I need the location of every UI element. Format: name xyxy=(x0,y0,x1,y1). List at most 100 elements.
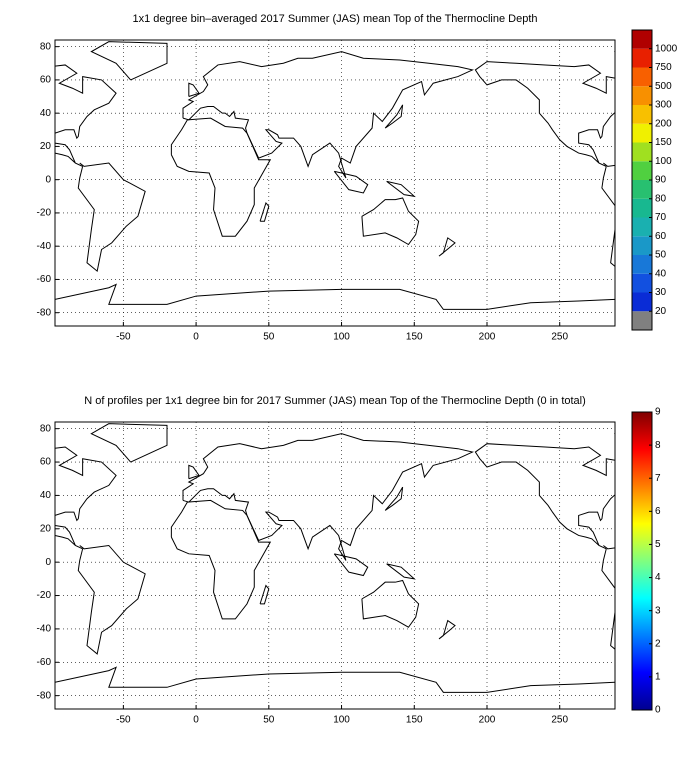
colorbar-label: 20 xyxy=(655,306,667,317)
coastline xyxy=(55,283,615,310)
y-tick-label: 20 xyxy=(40,523,52,534)
x-tick-label: 200 xyxy=(479,332,496,343)
coastline xyxy=(259,201,270,222)
coastline xyxy=(55,64,117,167)
colorbar-label: 70 xyxy=(655,212,667,223)
x-tick-label: 150 xyxy=(406,332,423,343)
coastline xyxy=(474,443,615,550)
y-tick-label: 60 xyxy=(40,75,52,86)
colorbar-label: 80 xyxy=(655,193,667,204)
plot-area xyxy=(54,39,616,327)
x-tick-label: 0 xyxy=(193,332,199,343)
x-tick-label: -50 xyxy=(116,332,131,343)
colorbar-block xyxy=(632,217,652,237)
colorbar-block xyxy=(632,142,652,162)
coastline xyxy=(182,433,474,561)
coastline xyxy=(170,499,272,620)
x-tick-label: 250 xyxy=(551,715,568,726)
coastline xyxy=(90,423,168,463)
colorbar-label: 7 xyxy=(655,473,661,484)
x-tick-label: 0 xyxy=(193,715,199,726)
colorbar-block xyxy=(632,273,652,293)
coastline xyxy=(77,544,146,655)
colorbar-label: 1000 xyxy=(655,43,678,54)
y-tick-label: -20 xyxy=(37,208,52,219)
x-tick-label: 50 xyxy=(263,715,275,726)
colorbar-block xyxy=(632,292,652,312)
coastline xyxy=(361,197,420,246)
y-tick-label: 0 xyxy=(45,557,51,568)
map-panel: N of profiles per 1x1 degree bin for 201… xyxy=(37,395,661,726)
coastline xyxy=(438,237,456,257)
colorbar-label: 4 xyxy=(655,572,661,583)
colorbar-label: 8 xyxy=(655,440,661,451)
colorbar-block xyxy=(632,67,652,87)
colorbar-label: 200 xyxy=(655,118,672,129)
colorbar-gradient xyxy=(632,412,652,710)
colorbar-label: 100 xyxy=(655,156,672,167)
x-tick-label: 100 xyxy=(333,715,350,726)
x-tick-label: 250 xyxy=(551,332,568,343)
map-title: N of profiles per 1x1 degree bin for 201… xyxy=(84,395,586,407)
colorbar-label: 1 xyxy=(655,672,661,683)
y-tick-label: 40 xyxy=(40,108,52,119)
y-tick-label: -60 xyxy=(37,274,52,285)
y-tick-label: 80 xyxy=(40,41,52,52)
coastline xyxy=(55,666,615,693)
colorbar-block xyxy=(632,48,652,68)
colorbar-frame xyxy=(631,29,653,331)
coastline xyxy=(259,584,270,605)
y-tick-label: 20 xyxy=(40,141,52,152)
colorbar-label: 9 xyxy=(655,407,661,418)
colorbar-label: 40 xyxy=(655,268,667,279)
coastline xyxy=(613,433,615,435)
colorbar-frame xyxy=(631,411,653,711)
y-tick-label: 80 xyxy=(40,423,52,434)
x-tick-label: 50 xyxy=(263,332,275,343)
colorbar-block xyxy=(632,30,652,49)
colorbar-label: 3 xyxy=(655,605,661,616)
coastline xyxy=(333,553,369,577)
coastline xyxy=(188,82,200,98)
coastlines xyxy=(55,423,615,693)
x-tick-label: 150 xyxy=(406,715,423,726)
y-tick-label: -60 xyxy=(37,657,52,668)
colorbar-block xyxy=(632,236,652,255)
colorbar-label: 2 xyxy=(655,638,661,649)
map-title: 1x1 degree bin–averaged 2017 Summer (JAS… xyxy=(133,13,538,25)
colorbar-block xyxy=(632,86,652,105)
y-tick-label: -80 xyxy=(37,690,52,701)
coastline xyxy=(601,545,615,650)
x-tick-label: 200 xyxy=(479,715,496,726)
coastline xyxy=(361,579,420,628)
colorbar-block xyxy=(632,311,652,330)
coastline xyxy=(333,170,369,194)
coastline xyxy=(90,41,168,81)
colorbar-label: 30 xyxy=(655,287,667,298)
coastline xyxy=(182,51,475,179)
colorbar-label: 50 xyxy=(655,250,667,261)
y-tick-label: -20 xyxy=(37,590,52,601)
coastline xyxy=(188,464,200,480)
coastline xyxy=(55,446,117,550)
colorbar-block xyxy=(632,180,652,199)
coastline xyxy=(77,162,146,273)
colorbar-label: 6 xyxy=(655,506,661,517)
colorbar-block xyxy=(632,123,652,143)
colorbar-label: 300 xyxy=(655,100,672,111)
coastline xyxy=(438,619,456,640)
coastline xyxy=(384,104,404,129)
colorbar-block xyxy=(632,105,652,124)
coastline xyxy=(474,61,615,167)
coastline xyxy=(613,51,615,53)
coastline xyxy=(384,486,404,511)
plot-area xyxy=(54,421,616,710)
colorbar-label: 5 xyxy=(655,539,661,550)
x-tick-label: -50 xyxy=(116,715,131,726)
y-tick-label: -40 xyxy=(37,624,52,635)
colorbar-label: 90 xyxy=(655,175,667,186)
colorbar-block xyxy=(632,161,652,180)
coastlines xyxy=(55,41,615,310)
y-tick-label: -80 xyxy=(37,307,52,318)
colorbar-block xyxy=(632,255,652,274)
